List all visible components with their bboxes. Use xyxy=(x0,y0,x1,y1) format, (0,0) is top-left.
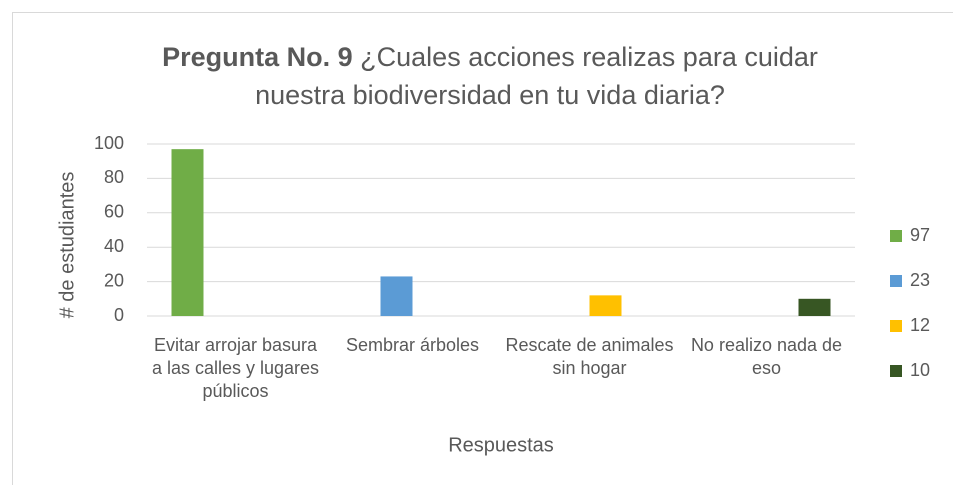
chart-border xyxy=(12,12,953,485)
y-tick-label: 100 xyxy=(94,133,124,153)
legend-label: 23 xyxy=(910,270,930,290)
chart-title: Pregunta No. 9 ¿Cuales acciones realizas… xyxy=(120,38,860,114)
title-bold: Pregunta No. 9 xyxy=(162,42,353,72)
x-tick-label: Evitar arrojar basura a las calles y lug… xyxy=(151,335,320,401)
legend-swatch xyxy=(890,365,902,377)
y-tick-label: 80 xyxy=(104,167,124,187)
legend-label: 97 xyxy=(910,225,930,245)
y-tick-label: 20 xyxy=(104,270,124,290)
x-tick-label: Rescate de animales sin hogar xyxy=(505,335,674,378)
legend-swatch xyxy=(890,275,902,287)
bar xyxy=(798,298,831,316)
legend-swatch xyxy=(890,320,902,332)
x-axis-title: Respuestas xyxy=(448,434,554,456)
bar xyxy=(171,149,204,316)
legend-label: 12 xyxy=(910,315,930,335)
bar xyxy=(380,276,413,316)
y-tick-label: 40 xyxy=(104,236,124,256)
y-tick-label: 0 xyxy=(114,305,124,325)
legend-label: 10 xyxy=(910,360,930,380)
legend-swatch xyxy=(890,230,902,242)
bar xyxy=(589,295,622,316)
title-text: ¿Cuales acciones realizas para cuidar nu… xyxy=(255,42,818,110)
y-tick-label: 60 xyxy=(104,202,124,222)
y-axis-title: # de estudiantes xyxy=(56,172,78,319)
x-tick-label: Sembrar árboles xyxy=(345,335,480,355)
x-tick-label: No realizo nada de eso xyxy=(690,335,843,378)
